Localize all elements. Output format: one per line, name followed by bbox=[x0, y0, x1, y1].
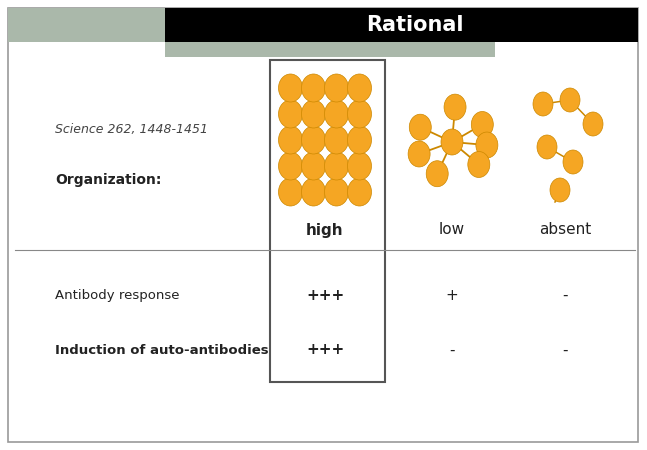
Ellipse shape bbox=[325, 178, 349, 206]
Text: Science 262, 1448-1451: Science 262, 1448-1451 bbox=[55, 123, 208, 136]
Text: low: low bbox=[439, 222, 465, 238]
Ellipse shape bbox=[537, 135, 557, 159]
Text: +++: +++ bbox=[306, 288, 344, 302]
Text: Organization:: Organization: bbox=[55, 173, 161, 187]
Bar bbox=[165, 8, 638, 42]
Text: -: - bbox=[449, 342, 455, 357]
Ellipse shape bbox=[302, 74, 325, 102]
Ellipse shape bbox=[426, 161, 448, 187]
Ellipse shape bbox=[278, 74, 303, 102]
Ellipse shape bbox=[471, 112, 493, 138]
Text: +++: +++ bbox=[306, 342, 344, 357]
Ellipse shape bbox=[302, 152, 325, 180]
Text: Rational: Rational bbox=[366, 15, 464, 35]
Ellipse shape bbox=[533, 92, 553, 116]
Ellipse shape bbox=[476, 132, 498, 158]
Text: -: - bbox=[562, 342, 568, 357]
Ellipse shape bbox=[302, 178, 325, 206]
Ellipse shape bbox=[550, 178, 570, 202]
Ellipse shape bbox=[583, 112, 603, 136]
Ellipse shape bbox=[325, 74, 349, 102]
Bar bbox=[165, 42, 495, 57]
Text: high: high bbox=[306, 222, 344, 238]
Ellipse shape bbox=[347, 152, 371, 180]
Ellipse shape bbox=[325, 126, 349, 154]
Ellipse shape bbox=[468, 152, 490, 177]
Ellipse shape bbox=[560, 88, 580, 112]
Ellipse shape bbox=[410, 114, 432, 140]
Ellipse shape bbox=[278, 100, 303, 128]
Ellipse shape bbox=[444, 94, 466, 120]
Ellipse shape bbox=[278, 178, 303, 206]
Bar bbox=[8, 8, 638, 42]
Ellipse shape bbox=[347, 178, 371, 206]
Bar bbox=[270, 60, 385, 382]
Ellipse shape bbox=[325, 152, 349, 180]
Text: Antibody response: Antibody response bbox=[55, 288, 179, 302]
Ellipse shape bbox=[347, 74, 371, 102]
Ellipse shape bbox=[302, 126, 325, 154]
Text: +: + bbox=[446, 288, 458, 302]
Ellipse shape bbox=[278, 152, 303, 180]
Ellipse shape bbox=[441, 129, 463, 155]
Text: Induction of auto-antibodies: Induction of auto-antibodies bbox=[55, 343, 269, 356]
Ellipse shape bbox=[563, 150, 583, 174]
Text: -: - bbox=[562, 288, 568, 302]
Ellipse shape bbox=[302, 100, 325, 128]
Ellipse shape bbox=[278, 126, 303, 154]
Text: absent: absent bbox=[539, 222, 591, 238]
Ellipse shape bbox=[347, 100, 371, 128]
Ellipse shape bbox=[325, 100, 349, 128]
Ellipse shape bbox=[408, 141, 430, 167]
Ellipse shape bbox=[347, 126, 371, 154]
